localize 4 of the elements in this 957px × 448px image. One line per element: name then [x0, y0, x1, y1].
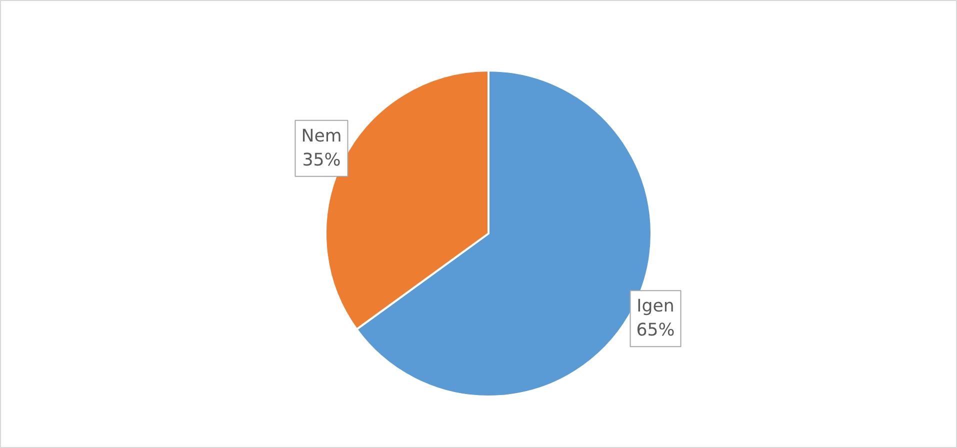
slice-label: Nem	[301, 126, 342, 146]
data-label: 35%	[302, 150, 341, 170]
slice-label: Igen	[636, 296, 674, 317]
data-label: 65%	[636, 320, 675, 341]
